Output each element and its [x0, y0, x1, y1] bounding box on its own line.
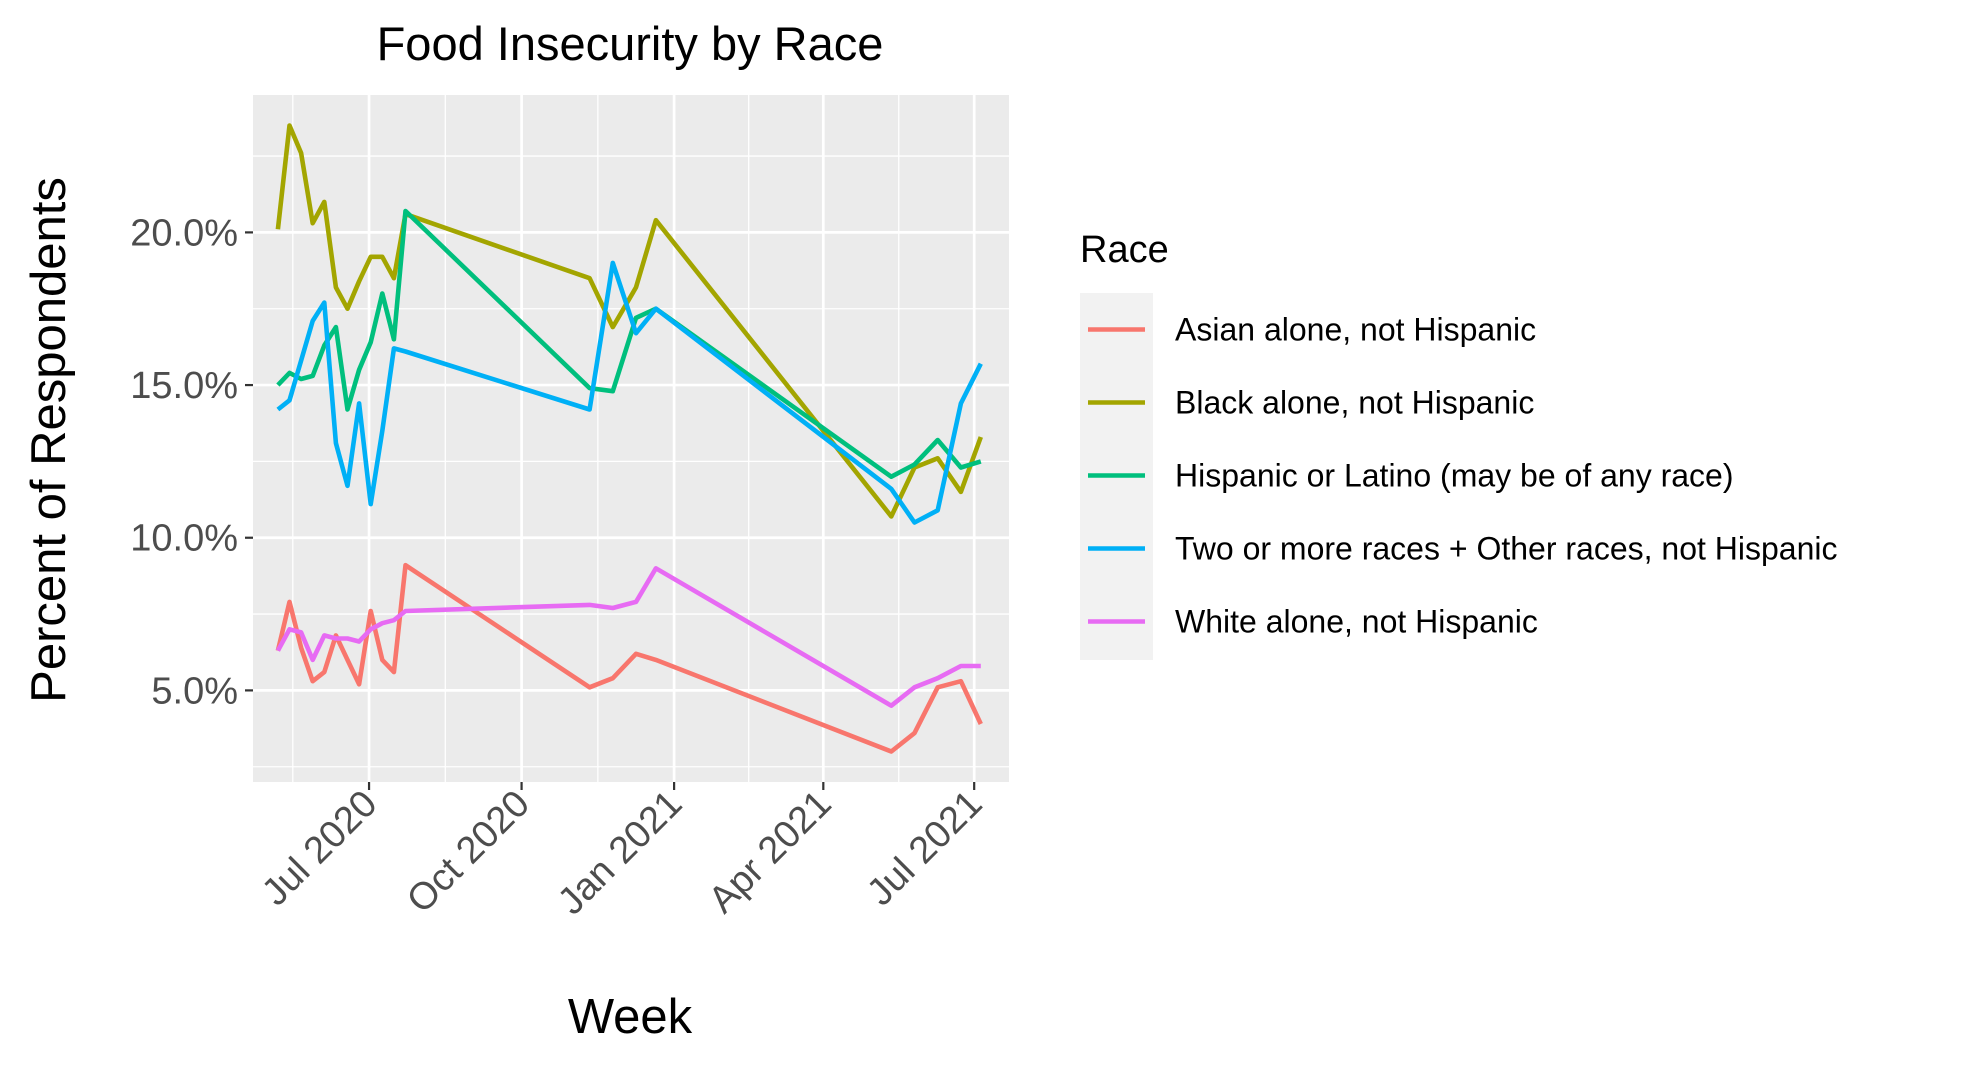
legend-label: White alone, not Hispanic	[1175, 604, 1538, 640]
series-line	[276, 260, 983, 525]
y-axis-title: Percent of Respondents	[22, 177, 76, 703]
legend-label: Black alone, not Hispanic	[1175, 385, 1534, 421]
legend-title: Race	[1080, 229, 1169, 271]
legend-label: Two or more races + Other races, not His…	[1175, 531, 1837, 567]
y-tick-label: 15.0%	[130, 365, 238, 407]
legend-label: Hispanic or Latino (may be of any race)	[1175, 458, 1733, 494]
x-tick-label: Apr 2021	[701, 783, 840, 922]
x-tick-label: Jan 2021	[550, 783, 690, 923]
x-tick-label: Jul 2020	[254, 783, 385, 914]
series-line	[275, 565, 981, 709]
panel-background	[253, 95, 1009, 782]
series-line	[275, 123, 983, 519]
x-tick-label: Jul 2021	[859, 783, 990, 914]
chart-title: Food Insecurity by Race	[377, 17, 884, 70]
y-tick-label: 5.0%	[151, 670, 238, 712]
plot-panel: 5.0% 10.0% 15.0% 20.0% Jul 2020 Oct 2020 Jan 2…	[130, 95, 1009, 923]
y-tick-label: 10.0%	[130, 518, 238, 560]
series-line	[275, 562, 983, 754]
legend-label: Asian alone, not Hispanic	[1175, 312, 1536, 348]
x-tick-label: Oct 2020	[399, 783, 538, 922]
series-line	[276, 208, 982, 480]
y-tick-label: 20.0%	[130, 212, 238, 254]
x-axis-title: Week	[568, 990, 693, 1044]
legend: Race Asian alone, not Hispanic Black alon…	[1080, 229, 1837, 660]
